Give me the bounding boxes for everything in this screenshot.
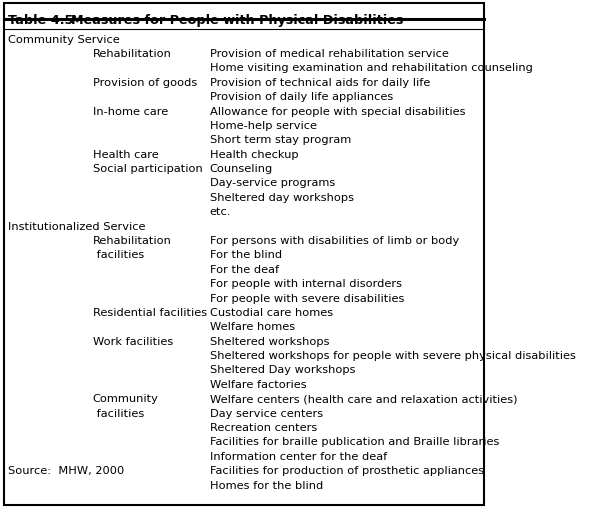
Text: Health checkup: Health checkup xyxy=(210,150,298,159)
Text: Allowance for people with special disabilities: Allowance for people with special disabi… xyxy=(210,106,465,117)
Text: Residential facilities: Residential facilities xyxy=(93,307,207,317)
Text: Sheltered Day workshops: Sheltered Day workshops xyxy=(210,365,355,375)
Text: Facilities for production of prosthetic appliances: Facilities for production of prosthetic … xyxy=(210,465,484,475)
Text: Table 4.5: Table 4.5 xyxy=(8,14,73,27)
Text: Home visiting examination and rehabilitation counseling: Home visiting examination and rehabilita… xyxy=(210,63,533,73)
Text: Rehabilitation: Rehabilitation xyxy=(93,49,172,59)
Text: For persons with disabilities of limb or body: For persons with disabilities of limb or… xyxy=(210,236,459,245)
Text: Day-service programs: Day-service programs xyxy=(210,178,335,188)
Text: Institutionalized Service: Institutionalized Service xyxy=(8,221,146,231)
Text: Homes for the blind: Homes for the blind xyxy=(210,479,323,490)
Text: Community: Community xyxy=(93,393,159,404)
Text: For the blind: For the blind xyxy=(210,250,282,260)
Text: Provision of goods: Provision of goods xyxy=(93,78,197,88)
Text: Day service centers: Day service centers xyxy=(210,408,323,418)
Text: Recreation centers: Recreation centers xyxy=(210,422,317,432)
Text: Rehabilitation: Rehabilitation xyxy=(93,236,172,245)
Text: Short term stay program: Short term stay program xyxy=(210,135,351,145)
Text: For the deaf: For the deaf xyxy=(210,264,279,274)
Text: facilities: facilities xyxy=(93,250,144,260)
Text: Counseling: Counseling xyxy=(210,164,273,174)
Text: Welfare homes: Welfare homes xyxy=(210,322,295,332)
Text: Social participation: Social participation xyxy=(93,164,202,174)
Text: Welfare centers (health care and relaxation activities): Welfare centers (health care and relaxat… xyxy=(210,393,517,404)
Text: facilities: facilities xyxy=(93,408,144,418)
Text: Measures for People with Physical Disabilities: Measures for People with Physical Disabi… xyxy=(53,14,404,27)
Text: For people with severe disabilities: For people with severe disabilities xyxy=(210,293,404,303)
Text: For people with internal disorders: For people with internal disorders xyxy=(210,278,402,289)
Text: Source:  MHW, 2000: Source: MHW, 2000 xyxy=(8,465,124,475)
Text: Provision of technical aids for daily life: Provision of technical aids for daily li… xyxy=(210,78,430,88)
Text: In-home care: In-home care xyxy=(93,106,168,117)
Text: Work facilities: Work facilities xyxy=(93,336,173,346)
Text: Facilities for braille publication and Braille libraries: Facilities for braille publication and B… xyxy=(210,437,499,446)
Text: Custodial care homes: Custodial care homes xyxy=(210,307,333,317)
Text: Information center for the deaf: Information center for the deaf xyxy=(210,451,387,461)
Text: Provision of daily life appliances: Provision of daily life appliances xyxy=(210,92,393,102)
Text: Home-help service: Home-help service xyxy=(210,121,317,131)
Text: Welfare factories: Welfare factories xyxy=(210,379,306,389)
Text: etc.: etc. xyxy=(210,207,231,217)
Text: Sheltered workshops: Sheltered workshops xyxy=(210,336,329,346)
Text: Provision of medical rehabilitation service: Provision of medical rehabilitation serv… xyxy=(210,49,449,59)
Text: Sheltered workshops for people with severe physical disabilities: Sheltered workshops for people with seve… xyxy=(210,350,575,360)
Text: Community Service: Community Service xyxy=(8,35,120,45)
Text: Health care: Health care xyxy=(93,150,159,159)
Text: Sheltered day workshops: Sheltered day workshops xyxy=(210,192,353,203)
